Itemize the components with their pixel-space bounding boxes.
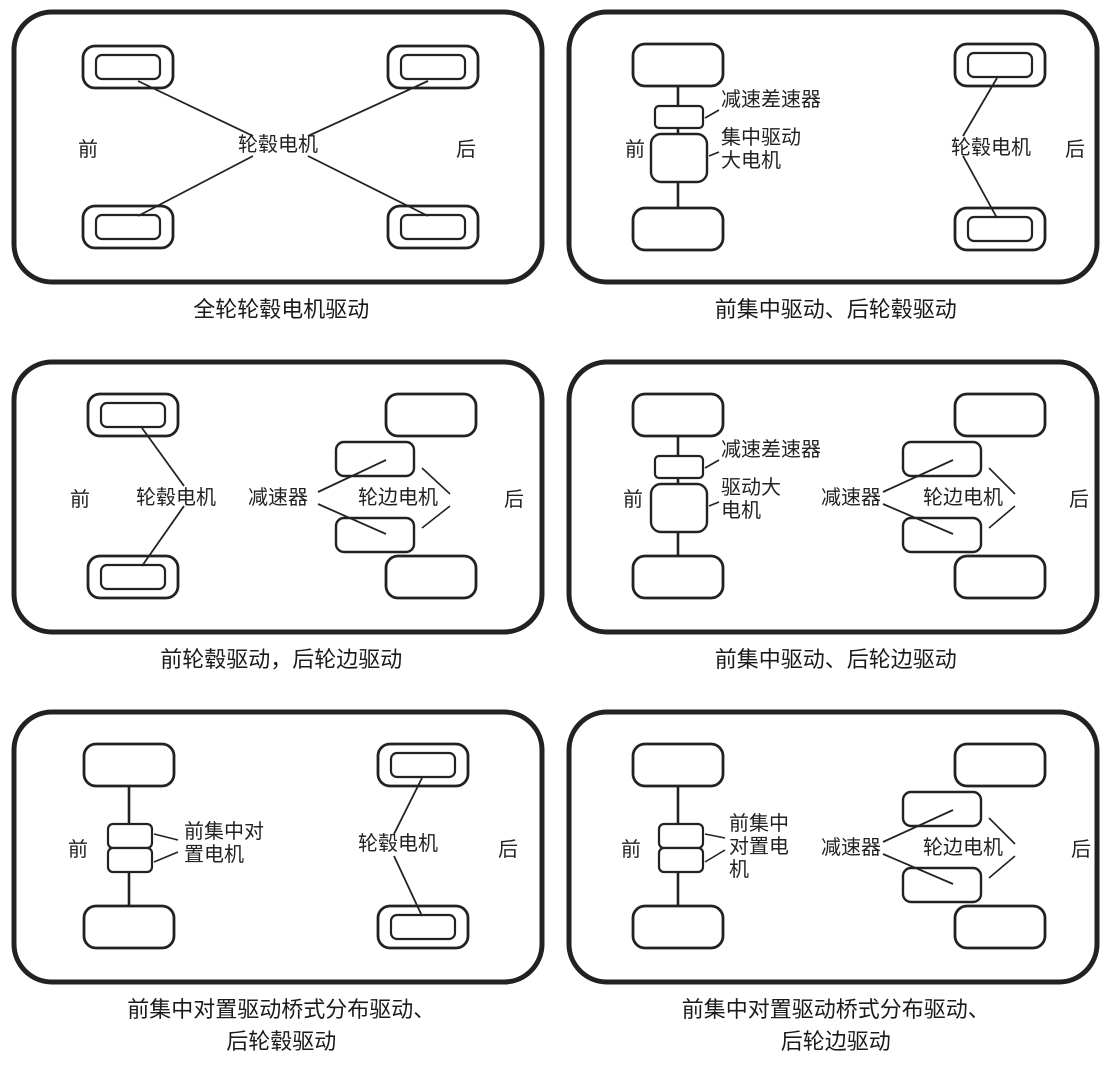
svg-text:前: 前 <box>78 138 98 161</box>
svg-text:减速器: 减速器 <box>821 836 881 859</box>
svg-text:轮毂电机: 轮毂电机 <box>358 832 438 855</box>
diagram-front-opposed-rear-hub: 前后前集中对置电机轮毂电机 <box>8 706 548 988</box>
svg-text:轮边电机: 轮边电机 <box>358 486 438 509</box>
svg-text:前: 前 <box>68 838 88 861</box>
svg-text:前: 前 <box>621 838 641 861</box>
svg-text:轮毂电机: 轮毂电机 <box>238 133 318 156</box>
panel-front-central-rear-hub: 前后减速差速器集中驱动大电机轮毂电机前集中驱动、后轮毂驱动 <box>563 6 1110 356</box>
svg-text:减速器: 减速器 <box>821 486 881 509</box>
panel-front-central-rear-side: 前后减速差速器驱动大电机减速器轮边电机前集中驱动、后轮边驱动 <box>563 356 1110 706</box>
diagram-front-central-rear-side: 前后减速差速器驱动大电机减速器轮边电机 <box>563 356 1103 638</box>
caption-front-hub-rear-side: 前轮毂驱动，后轮边驱动 <box>8 644 555 676</box>
diagram-front-hub-rear-side: 前 后 轮毂电机 减速器 轮边电机 <box>8 356 548 638</box>
svg-text:后: 后 <box>456 138 476 161</box>
svg-text:减速差速器: 减速差速器 <box>721 88 821 111</box>
svg-text:后: 后 <box>1069 488 1089 511</box>
svg-text:轮边电机: 轮边电机 <box>923 486 1003 509</box>
svg-text:后: 后 <box>498 838 518 861</box>
panel-front-hub-rear-side: 前 后 轮毂电机 减速器 轮边电机前轮毂驱动，后轮边驱动 <box>8 356 555 706</box>
caption-front-opposed-rear-hub: 前集中对置驱动桥式分布驱动、后轮毂驱动 <box>8 994 555 1058</box>
diagram-all-hub: 前 后 轮毂电机 <box>8 6 548 288</box>
caption-front-opposed-rear-side: 前集中对置驱动桥式分布驱动、后轮边驱动 <box>563 994 1110 1058</box>
caption-front-central-rear-hub: 前集中驱动、后轮毂驱动 <box>563 294 1110 326</box>
svg-text:轮毂电机: 轮毂电机 <box>136 486 216 509</box>
panel-all-hub: 前 后 轮毂电机全轮轮毂电机驱动 <box>8 6 555 356</box>
diagram-front-opposed-rear-side: 前后前集中对置电机减速器轮边电机 <box>563 706 1103 988</box>
caption-all-hub: 全轮轮毂电机驱动 <box>8 294 555 326</box>
svg-text:轮边电机: 轮边电机 <box>923 836 1003 859</box>
svg-text:前: 前 <box>623 488 643 511</box>
svg-text:后: 后 <box>1065 138 1085 161</box>
svg-text:减速差速器: 减速差速器 <box>721 438 821 461</box>
svg-text:轮毂电机: 轮毂电机 <box>951 136 1031 159</box>
svg-text:前: 前 <box>625 138 645 161</box>
svg-text:前: 前 <box>70 488 90 511</box>
panel-front-opposed-rear-hub: 前后前集中对置电机轮毂电机前集中对置驱动桥式分布驱动、后轮毂驱动 <box>8 706 555 1066</box>
svg-text:减速器: 减速器 <box>248 486 308 509</box>
svg-text:后: 后 <box>504 488 524 511</box>
diagram-front-central-rear-hub: 前后减速差速器集中驱动大电机轮毂电机 <box>563 6 1103 288</box>
svg-text:后: 后 <box>1071 838 1091 861</box>
caption-front-central-rear-side: 前集中驱动、后轮边驱动 <box>563 644 1110 676</box>
panel-front-opposed-rear-side: 前后前集中对置电机减速器轮边电机前集中对置驱动桥式分布驱动、后轮边驱动 <box>563 706 1110 1066</box>
